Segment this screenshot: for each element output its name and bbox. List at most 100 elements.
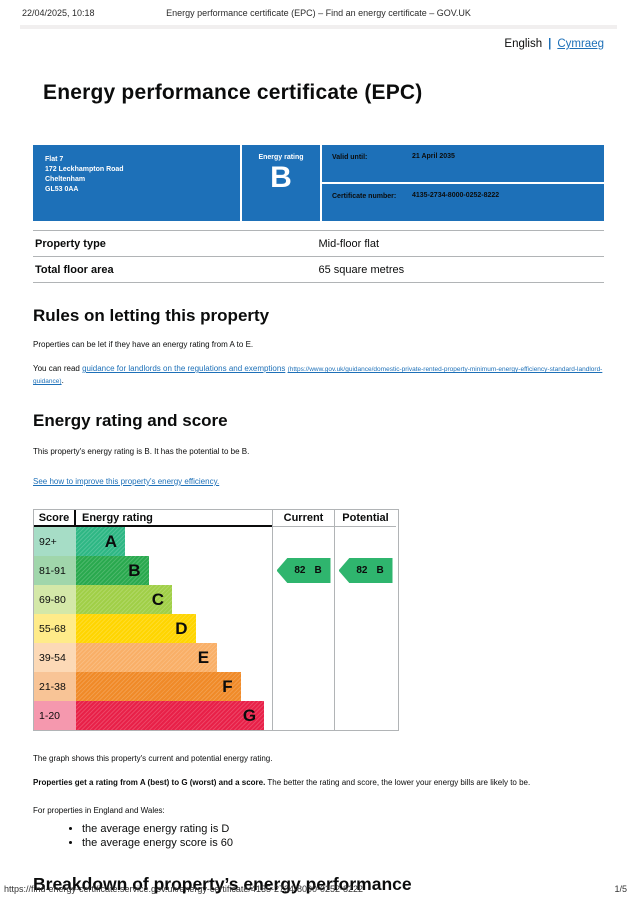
rating-bar-cell-c: C — [76, 585, 272, 614]
current-column-cell — [272, 527, 334, 556]
footer-url: https://find-energy-certificate.service.… — [4, 884, 364, 894]
epc-chart-body: Score Energy rating Current Potential 92… — [34, 510, 398, 730]
rating-bar-cell-a: A — [76, 527, 272, 556]
epc-rating-chart: Score Energy rating Current Potential 92… — [33, 509, 399, 731]
england-wales-note: For properties in England and Wales: — [33, 806, 165, 815]
rating-bar-a: A — [76, 527, 125, 556]
rating-bar-f: F — [76, 672, 241, 701]
letting-rules-paragraph: Properties can be let if they have an en… — [33, 340, 254, 349]
link-prefix-text: You can read — [33, 364, 83, 373]
band-letter-g: G — [242, 705, 257, 725]
average-rating-item: the average energy rating is D — [82, 823, 604, 835]
score-range-f: 21-38 — [34, 672, 76, 701]
letting-rules-heading: Rules on letting this property — [33, 306, 270, 325]
potential-column-cell — [334, 614, 396, 643]
graph-note: The graph shows this property's current … — [33, 754, 273, 763]
score-range-c: 69-80 — [34, 585, 76, 614]
rating-scale-note-bold: Properties get a rating from A (best) to… — [33, 778, 266, 787]
chart-header-score: Score — [34, 510, 76, 527]
print-header-datetime: 22/04/2025, 10:18 — [22, 8, 95, 18]
landlord-guidance-url[interactable]: (https://www.gov.uk/guidance/domestic-pr… — [33, 366, 603, 385]
score-range-g: 1-20 — [34, 701, 76, 730]
band-letter-d: D — [175, 618, 188, 638]
valid-until-value: 21 April 2035 — [412, 153, 455, 160]
rating-bar-e: E — [76, 643, 218, 672]
score-range-e: 39-54 — [34, 643, 76, 672]
current-column-cell — [272, 643, 334, 672]
potential-column-cell — [334, 527, 396, 556]
band-letter-f: F — [222, 676, 233, 696]
chart-notes: The graph shows this property's current … — [33, 753, 604, 849]
chart-header-current: Current — [272, 510, 334, 527]
floor-area-key: Total floor area — [35, 264, 114, 276]
property-type-key: Property type — [35, 238, 106, 250]
score-range-b: 81-91 — [34, 556, 76, 585]
table-row: Total floor area 65 square metres — [33, 257, 604, 283]
table-row: Property type Mid-floor flat — [33, 230, 604, 257]
rating-bar-cell-d: D — [76, 614, 272, 643]
certificate-number-row: Certificate number: 4135-2734-8000-0252-… — [322, 184, 604, 221]
language-separator: | — [548, 38, 552, 50]
rating-bar-b: B — [76, 556, 149, 585]
potential-rating-arrow-band: B — [376, 565, 384, 576]
potential-column-cell — [334, 585, 396, 614]
rating-scale-note: Properties get a rating from A (best) to… — [33, 777, 604, 788]
current-column-cell — [272, 585, 334, 614]
chart-header-potential: Potential — [334, 510, 396, 527]
potential-column-cell: 82 B — [334, 556, 396, 585]
floor-area-value: 65 square metres — [318, 264, 405, 276]
energy-rating-letter: B — [270, 161, 292, 194]
band-letter-a: A — [104, 531, 117, 551]
valid-until-row: Valid until: 21 April 2035 — [322, 145, 604, 182]
rating-bar-g: G — [76, 701, 265, 730]
rating-bar-cell-e: E — [76, 643, 272, 672]
property-type-value: Mid-floor flat — [318, 238, 380, 250]
rating-bar-cell-f: F — [76, 672, 272, 701]
certificate-number-value: 4135-2734-8000-0252-8222 — [412, 192, 500, 199]
landlord-guidance-link[interactable]: guidance for landlords on the regulation… — [82, 364, 286, 373]
current-column-cell: 82 B — [272, 556, 334, 585]
print-header: 22/04/2025, 10:18 Energy performance cer… — [0, 0, 637, 18]
band-letter-c: C — [151, 589, 165, 609]
certificate-details-panel: Valid until: 21 April 2035 Certificate n… — [322, 145, 604, 221]
potential-column-cell — [334, 672, 396, 701]
valid-until-label: Valid until: — [332, 154, 368, 161]
language-current: English — [504, 38, 543, 50]
current-column-cell — [272, 614, 334, 643]
energy-rating-label: Energy rating — [258, 154, 304, 161]
property-address: Flat 7 172 Leckhampton Road Cheltenham G… — [33, 145, 240, 221]
address-line: GL53 0AA — [45, 186, 79, 193]
current-column-cell — [272, 672, 334, 701]
improve-efficiency-link[interactable]: See how to improve this property's energ… — [33, 477, 220, 486]
current-column-cell — [272, 701, 334, 730]
average-list: the average energy rating is D the avera… — [82, 823, 604, 849]
breakdown-heading: Breakdown of property’s energy performan… — [33, 874, 412, 894]
rating-scale-note-rest: The better the rating and score, the low… — [265, 778, 531, 787]
rating-bar-c: C — [76, 585, 173, 614]
current-rating-arrow-score: 82 — [294, 565, 306, 576]
rating-section-heading: Energy rating and score — [33, 411, 228, 430]
address-line: Cheltenham — [45, 176, 86, 183]
current-rating-arrow-band: B — [314, 565, 322, 576]
rating-bar-cell-g: G — [76, 701, 272, 730]
certificate-summary-box: Flat 7 172 Leckhampton Road Cheltenham G… — [33, 145, 604, 221]
page-title: Energy performance certificate (EPC) — [43, 81, 423, 104]
score-range-d: 55-68 — [34, 614, 76, 643]
print-footer: https://find-energy-certificate.service.… — [4, 884, 627, 894]
rating-bar-cell-b: B — [76, 556, 272, 585]
link-suffix-text: . — [61, 376, 64, 385]
address-line: Flat 7 — [45, 156, 64, 163]
chart-header-rating: Energy rating — [76, 510, 272, 527]
score-range-a: 92+ — [34, 527, 76, 556]
potential-rating-arrow: 82 B — [338, 558, 393, 583]
band-letter-b: B — [128, 560, 141, 580]
cymraeg-link[interactable]: Cymraeg — [557, 38, 604, 50]
print-header-title: Energy performance certificate (EPC) – F… — [166, 8, 471, 18]
rating-section-paragraph: This property's energy rating is B. It h… — [33, 447, 250, 456]
top-strip-divider — [20, 25, 617, 29]
current-rating-arrow: 82 B — [276, 558, 331, 583]
potential-rating-arrow-score: 82 — [356, 565, 368, 576]
letting-rules-link-paragraph: You can read guidance for landlords on t… — [33, 363, 604, 387]
average-score-item: the average energy score is 60 — [82, 837, 604, 849]
rating-bar-d: D — [76, 614, 196, 643]
